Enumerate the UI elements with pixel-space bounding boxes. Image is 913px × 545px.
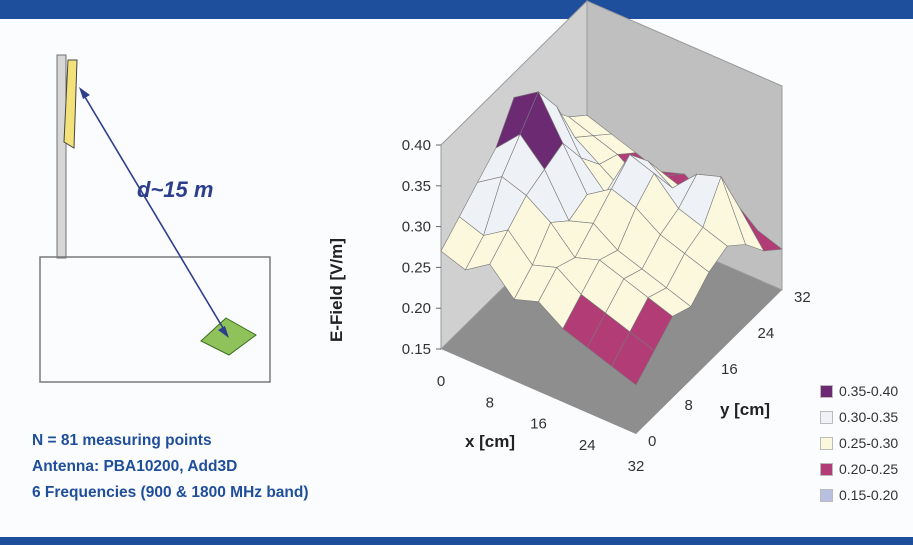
arrow-head-bottom-icon	[218, 326, 229, 338]
z-tick-label: 0.40	[402, 137, 431, 154]
z-axis-label: E-Field [V/m]	[327, 238, 346, 342]
chart-axes: 0.400.350.300.250.200.150816243208162432…	[327, 137, 811, 475]
notes-line-frequencies: 6 Frequencies (900 & 1800 MHz band)	[32, 484, 309, 501]
y-tick-label: 8	[685, 397, 693, 414]
top-banner	[0, 0, 913, 19]
notes-line-antenna: Antenna: PBA10200, Add3D	[32, 458, 238, 475]
room-outline	[39, 256, 271, 383]
legend-item: 0.30-0.35	[820, 404, 898, 430]
x-tick-label: 16	[530, 416, 547, 433]
z-tick-label: 0.25	[402, 259, 431, 276]
legend-swatch	[820, 462, 833, 476]
measurement-scene: d~15 m	[39, 54, 271, 383]
legend-label: 0.30-0.35	[839, 409, 899, 425]
x-tick-label: 24	[579, 437, 596, 454]
z-tick-label: 0.30	[402, 219, 431, 236]
legend-label: 0.20-0.25	[839, 461, 899, 477]
surface-cell	[611, 331, 655, 386]
antenna-mast	[56, 54, 67, 259]
bottom-banner	[0, 537, 913, 545]
legend-swatch	[820, 488, 833, 502]
legend-item: 0.25-0.30	[820, 430, 898, 456]
chart-legend: 0.35-0.40 0.30-0.35 0.25-0.30 0.20-0.25 0.15…	[820, 378, 898, 508]
measurement-notes: N = 81 measuring points Antenna: PBA1020…	[32, 428, 309, 506]
y-axis-label: y [cm]	[720, 400, 770, 419]
surface-mesh	[440, 91, 783, 386]
arrow-head-top-icon	[79, 87, 90, 99]
z-tick-label: 0.35	[402, 178, 431, 195]
x-tick-label: 0	[437, 373, 445, 390]
legend-label: 0.25-0.30	[839, 435, 899, 451]
x-axis-label: x [cm]	[465, 432, 515, 451]
legend-item: 0.20-0.25	[820, 456, 898, 482]
legend-item: 0.15-0.20	[820, 482, 898, 508]
notes-line-points: N = 81 measuring points	[32, 432, 212, 449]
legend-label: 0.35-0.40	[839, 383, 899, 399]
z-tick-label: 0.15	[402, 341, 431, 358]
y-tick-label: 24	[758, 325, 775, 342]
x-tick-label: 32	[628, 458, 645, 475]
distance-arrow	[81, 91, 227, 334]
y-tick-label: 0	[648, 433, 656, 450]
x-tick-label: 8	[486, 394, 494, 411]
legend-swatch	[820, 384, 833, 398]
y-tick-label: 16	[721, 361, 738, 378]
antenna-icon	[63, 59, 78, 149]
legend-swatch	[820, 436, 833, 450]
legend-swatch	[820, 410, 833, 424]
legend-item: 0.35-0.40	[820, 378, 898, 404]
distance-label: d~15 m	[137, 177, 213, 202]
y-tick-label: 32	[794, 289, 811, 306]
z-tick-label: 0.20	[402, 300, 431, 317]
legend-label: 0.15-0.20	[839, 487, 899, 503]
